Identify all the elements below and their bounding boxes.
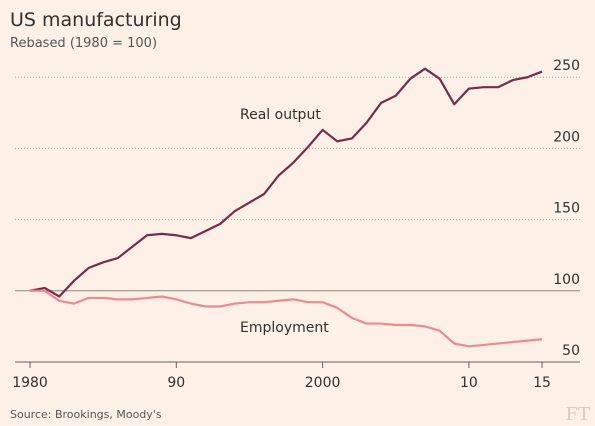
x-tick-label: 15: [533, 375, 551, 391]
chart-subtitle: Rebased (1980 = 100): [10, 36, 157, 51]
y-tick-label: 150: [553, 201, 580, 217]
x-tick-label: 2000: [305, 375, 341, 391]
annotation: Real output: [240, 107, 321, 123]
y-tick-label: 200: [553, 129, 580, 145]
x-tick-label: 10: [460, 375, 478, 391]
annotation: Employment: [240, 320, 329, 336]
series-line: [29, 67, 543, 298]
y-tick-label: 250: [553, 58, 580, 74]
series-line: [30, 289, 543, 348]
chart-title: US manufacturing: [10, 9, 182, 31]
x-tick-label: 90: [167, 375, 185, 391]
logo: FT: [566, 404, 591, 425]
source: Source: Brookings, Moody's: [10, 408, 162, 421]
y-tick-label: 100: [553, 272, 580, 288]
y-tick-label: 50: [562, 343, 580, 359]
x-tick-label: 1980: [12, 375, 48, 391]
